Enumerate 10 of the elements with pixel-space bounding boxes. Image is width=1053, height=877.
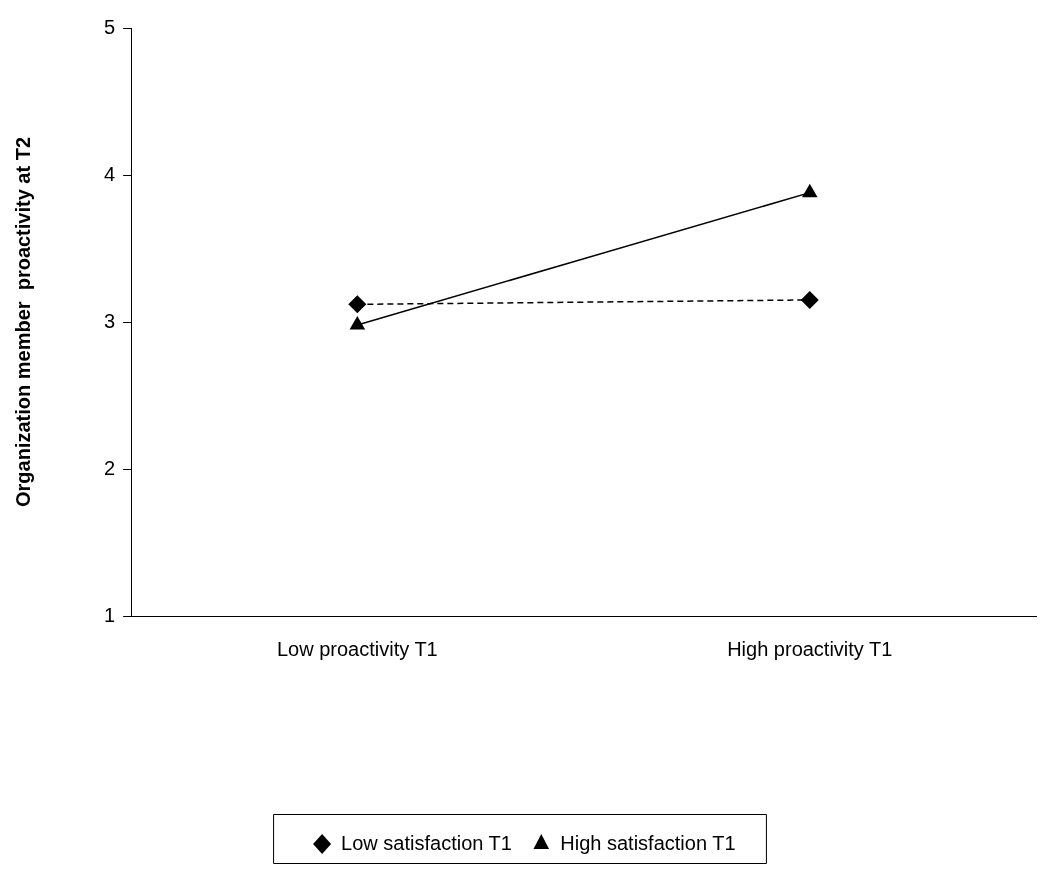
y-tick-label: 2: [104, 456, 116, 479]
y-axis-title: Organization member proactivity at T2: [11, 136, 34, 508]
y-tick-label: 5: [104, 15, 116, 38]
y-tick-label: 3: [104, 309, 116, 332]
y-tick-label: 1: [104, 603, 116, 626]
x-tick-label: Low proactivity T1: [276, 637, 438, 660]
legend-label: High satisfaction T1: [560, 831, 736, 854]
legend-label: Low satisfaction T1: [341, 831, 512, 854]
y-tick-label: 4: [104, 162, 116, 185]
x-tick-label: High proactivity T1: [727, 637, 893, 660]
